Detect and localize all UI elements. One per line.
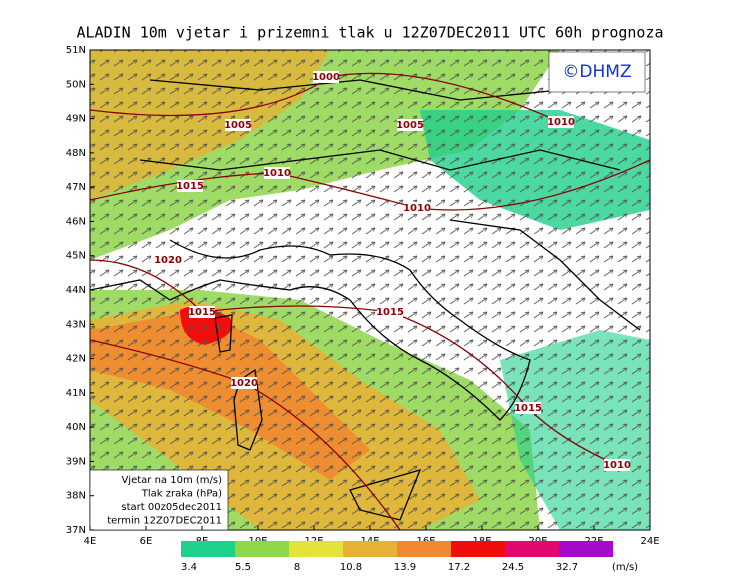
lat-label: 45N	[66, 251, 86, 262]
colorbar-segment	[451, 541, 505, 557]
isobar-label: 1005	[224, 120, 252, 131]
isobar-label-bg	[313, 71, 339, 83]
colorbar-segment	[181, 541, 235, 557]
lon-label: 24E	[640, 536, 659, 547]
isobar-label: 1010	[547, 117, 575, 128]
isobar-label: 1015	[176, 181, 204, 192]
colorbar-segment	[235, 541, 289, 557]
colorbar-label: 17.2	[448, 562, 470, 573]
lat-label: 42N	[66, 354, 86, 365]
colorbar-label: 10.8	[340, 562, 362, 573]
lat-label: 39N	[66, 456, 86, 467]
labels: 51N 50N 49N 48N 47N 46N 45N 44N 43N 42N 41N 40N 39N 3…	[66, 45, 660, 573]
lon-label: 4E	[84, 536, 97, 547]
lat-label: 50N	[66, 79, 86, 90]
lat-label: 37N	[66, 525, 86, 536]
lon-label: 6E	[140, 536, 153, 547]
isobar-label-bg	[548, 116, 574, 128]
colorbar-segment	[397, 541, 451, 557]
colorbar-segment	[289, 541, 343, 557]
lat-label: 43N	[66, 319, 86, 330]
colorbar-label: 32.7	[556, 562, 578, 573]
colorbar-segment	[343, 541, 397, 557]
info-line: Tlak zraka (hPa)	[141, 489, 222, 500]
lat-label: 48N	[66, 148, 86, 159]
isobar-label-bg	[231, 377, 257, 389]
isobar-label-bg	[397, 119, 423, 131]
lat-label: 49N	[66, 114, 86, 125]
isobar-label-bg	[189, 306, 215, 318]
isobar-label-bg	[177, 180, 203, 192]
isobar-label: 1015	[514, 403, 542, 414]
info-box	[89, 469, 229, 531]
colorbar-label: 8	[294, 562, 300, 573]
lat-label: 47N	[66, 182, 86, 193]
info-line: Vjetar na 10m (m/s)	[121, 475, 222, 486]
colorbar-label: 5.5	[235, 562, 251, 573]
isobar-label-bg	[404, 202, 430, 214]
isobar-label: 1000	[312, 72, 340, 83]
isobar-label: 1010	[403, 203, 431, 214]
lat-label: 44N	[66, 285, 86, 296]
lat-label: 41N	[66, 388, 86, 399]
info-line: start 00z05dec2011	[121, 502, 222, 513]
isobar-label: 1020	[230, 378, 258, 389]
logo: ©DHMZ	[562, 62, 631, 82]
lat-label: 46N	[66, 216, 86, 227]
lat-label: 51N	[66, 45, 86, 56]
isobar-label-bg	[264, 167, 290, 179]
colorbar-label: 3.4	[181, 562, 197, 573]
isobar-label-bg	[155, 254, 181, 266]
lat-label: 38N	[66, 491, 86, 502]
isobar-label: 1015	[188, 307, 216, 318]
colorbar-segment	[559, 541, 613, 557]
lat-label: 40N	[66, 422, 86, 433]
isobar-label-bg	[515, 402, 541, 414]
logo-box	[548, 51, 646, 93]
info-line: termin 12Z07DEC2011	[107, 516, 222, 527]
colorbar-label: 24.5	[502, 562, 524, 573]
isobar-label-bg	[604, 459, 630, 471]
colorbar-segment	[505, 541, 559, 557]
isobar-label: 1020	[154, 255, 182, 266]
isobar-label: 1010	[603, 460, 631, 471]
isobar-label-bg	[225, 119, 251, 131]
isobar-label: 1010	[263, 168, 291, 179]
colorbar-label: 13.9	[394, 562, 416, 573]
isobar-label: 1015	[376, 307, 404, 318]
colorbar-unit: (m/s)	[612, 562, 638, 573]
isobar-label-bg	[377, 306, 403, 318]
title: ALADIN 10m vjetar i prizemni tlak u 12Z0…	[77, 24, 664, 42]
isobar-label: 1005	[396, 120, 424, 131]
